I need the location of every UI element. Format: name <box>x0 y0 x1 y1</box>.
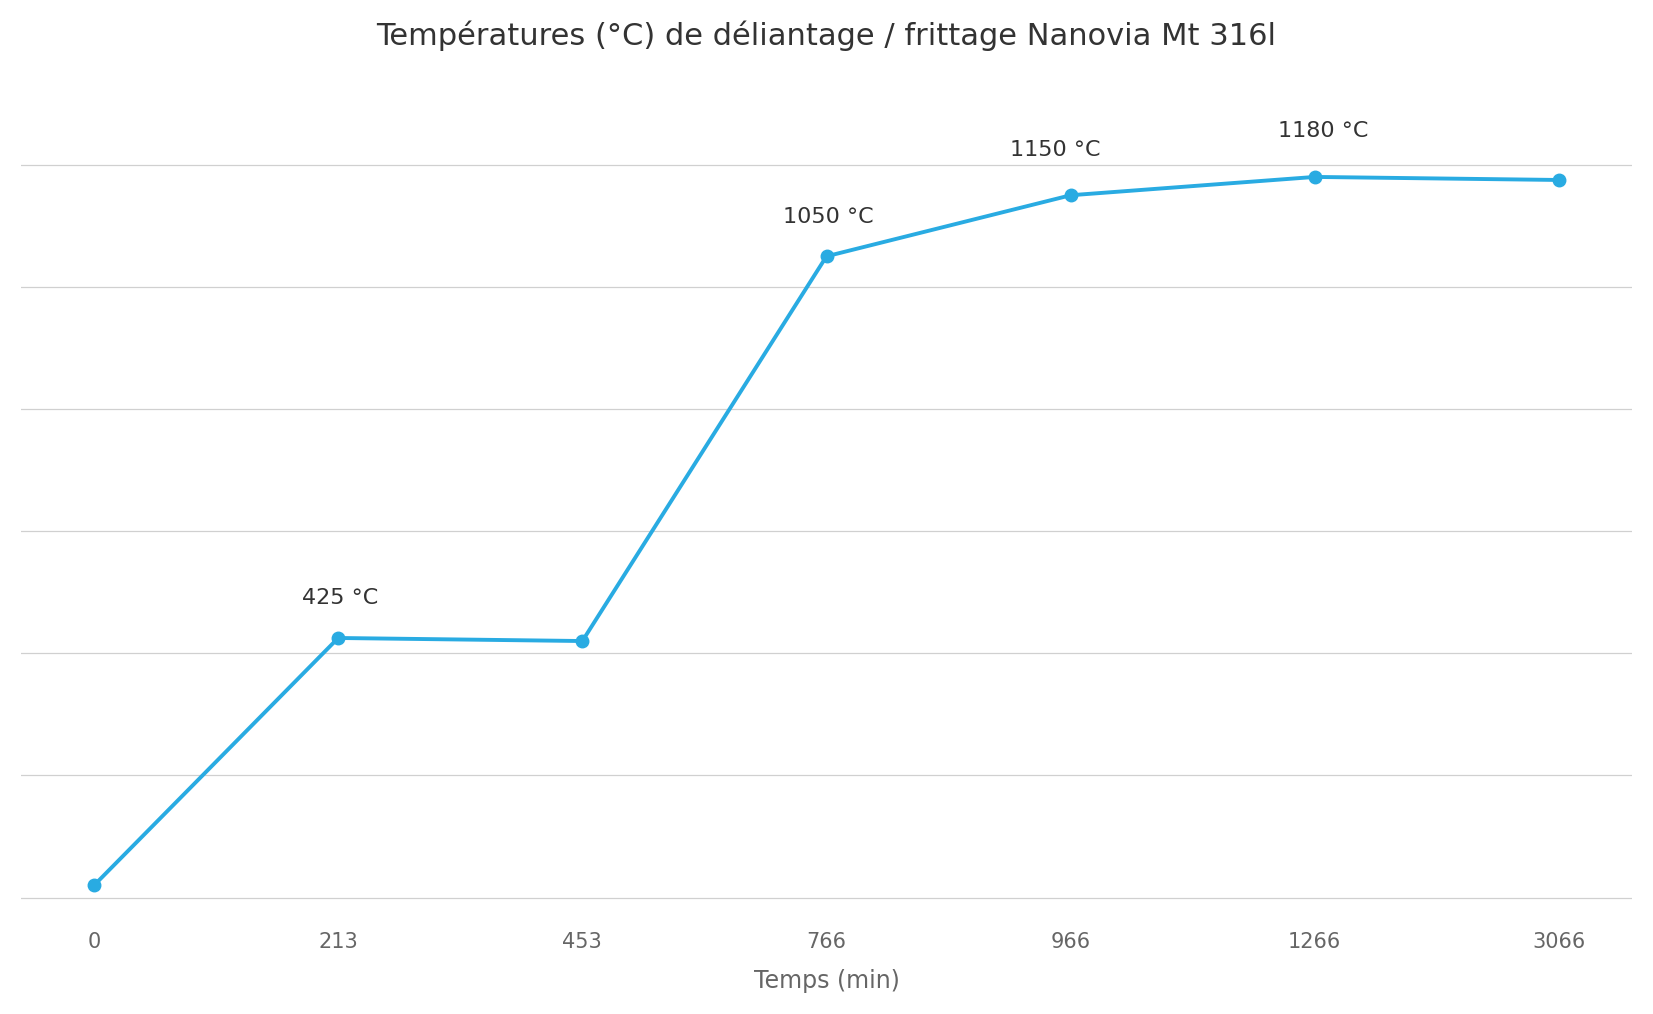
Text: 1180 °C: 1180 °C <box>1278 122 1369 141</box>
Text: 1150 °C: 1150 °C <box>1010 140 1101 159</box>
Text: 425 °C: 425 °C <box>301 588 379 608</box>
Text: 1050 °C: 1050 °C <box>782 207 873 227</box>
X-axis label: Temps (min): Temps (min) <box>754 969 899 993</box>
Title: Températures (°C) de déliantage / frittage Nanovia Mt 316l: Températures (°C) de déliantage / fritta… <box>377 21 1276 52</box>
